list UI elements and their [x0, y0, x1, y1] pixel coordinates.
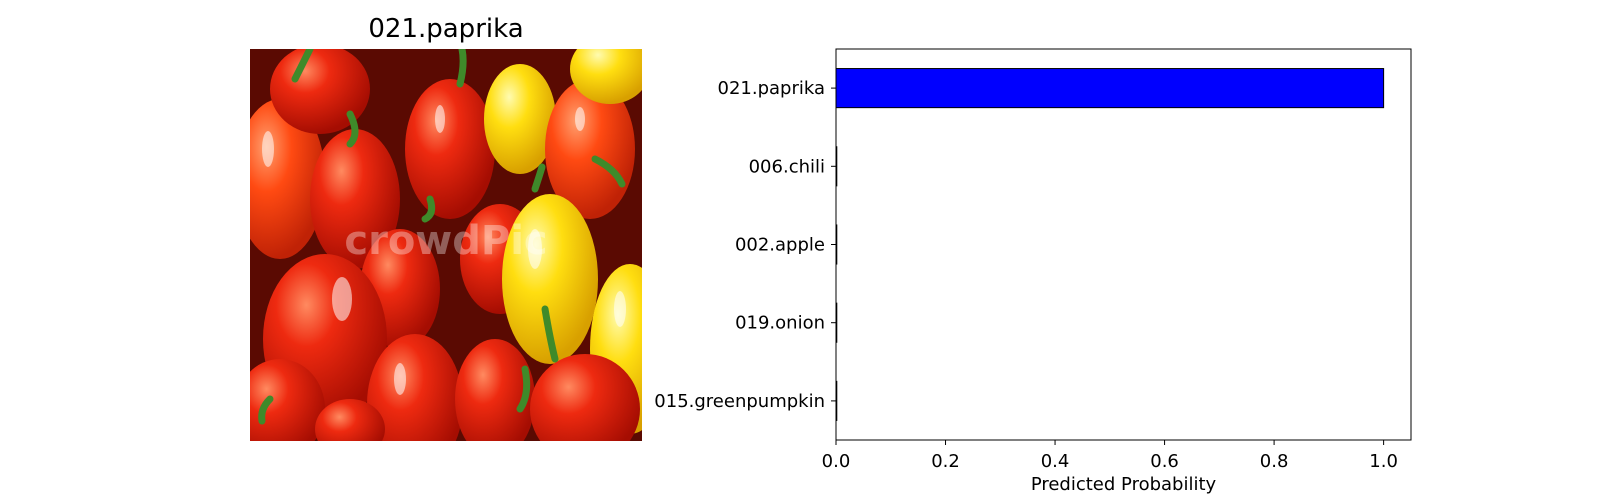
pepper-stems — [258, 49, 626, 425]
x-tick-label-1: 0.2 — [931, 451, 960, 472]
bar-4 — [835, 380, 838, 421]
y-tick-label-1: 006.chili — [749, 156, 825, 177]
bar-2 — [835, 224, 838, 265]
x-tick-label-2: 0.4 — [1041, 451, 1070, 472]
x-tick-label-5: 1.0 — [1369, 451, 1398, 472]
pepper-highlights — [262, 105, 626, 395]
x-tick-label-3: 0.6 — [1150, 451, 1179, 472]
x-tick-label-4: 0.8 — [1260, 451, 1289, 472]
input-photo: crowdPic — [250, 49, 642, 441]
watermark-text: crowdPic — [344, 218, 547, 264]
pepper-photo-image: crowdPic — [250, 49, 642, 441]
bar-0 — [835, 68, 1385, 109]
y-tick-label-2: 002.apple — [735, 235, 825, 256]
y-tick-label-3: 019.onion — [735, 313, 825, 334]
plot-frame — [835, 48, 1412, 441]
bar-1 — [835, 146, 838, 187]
image-title: 021.paprika — [368, 14, 524, 44]
x-axis-label: Predicted Probability — [1031, 474, 1217, 495]
bar-3 — [835, 302, 838, 343]
y-tick-label-4: 015.greenpumpkin — [654, 391, 825, 412]
x-tick-label-0: 0.0 — [822, 451, 851, 472]
pepper-cluster — [250, 49, 642, 441]
y-tick-label-0: 021.paprika — [718, 78, 826, 99]
